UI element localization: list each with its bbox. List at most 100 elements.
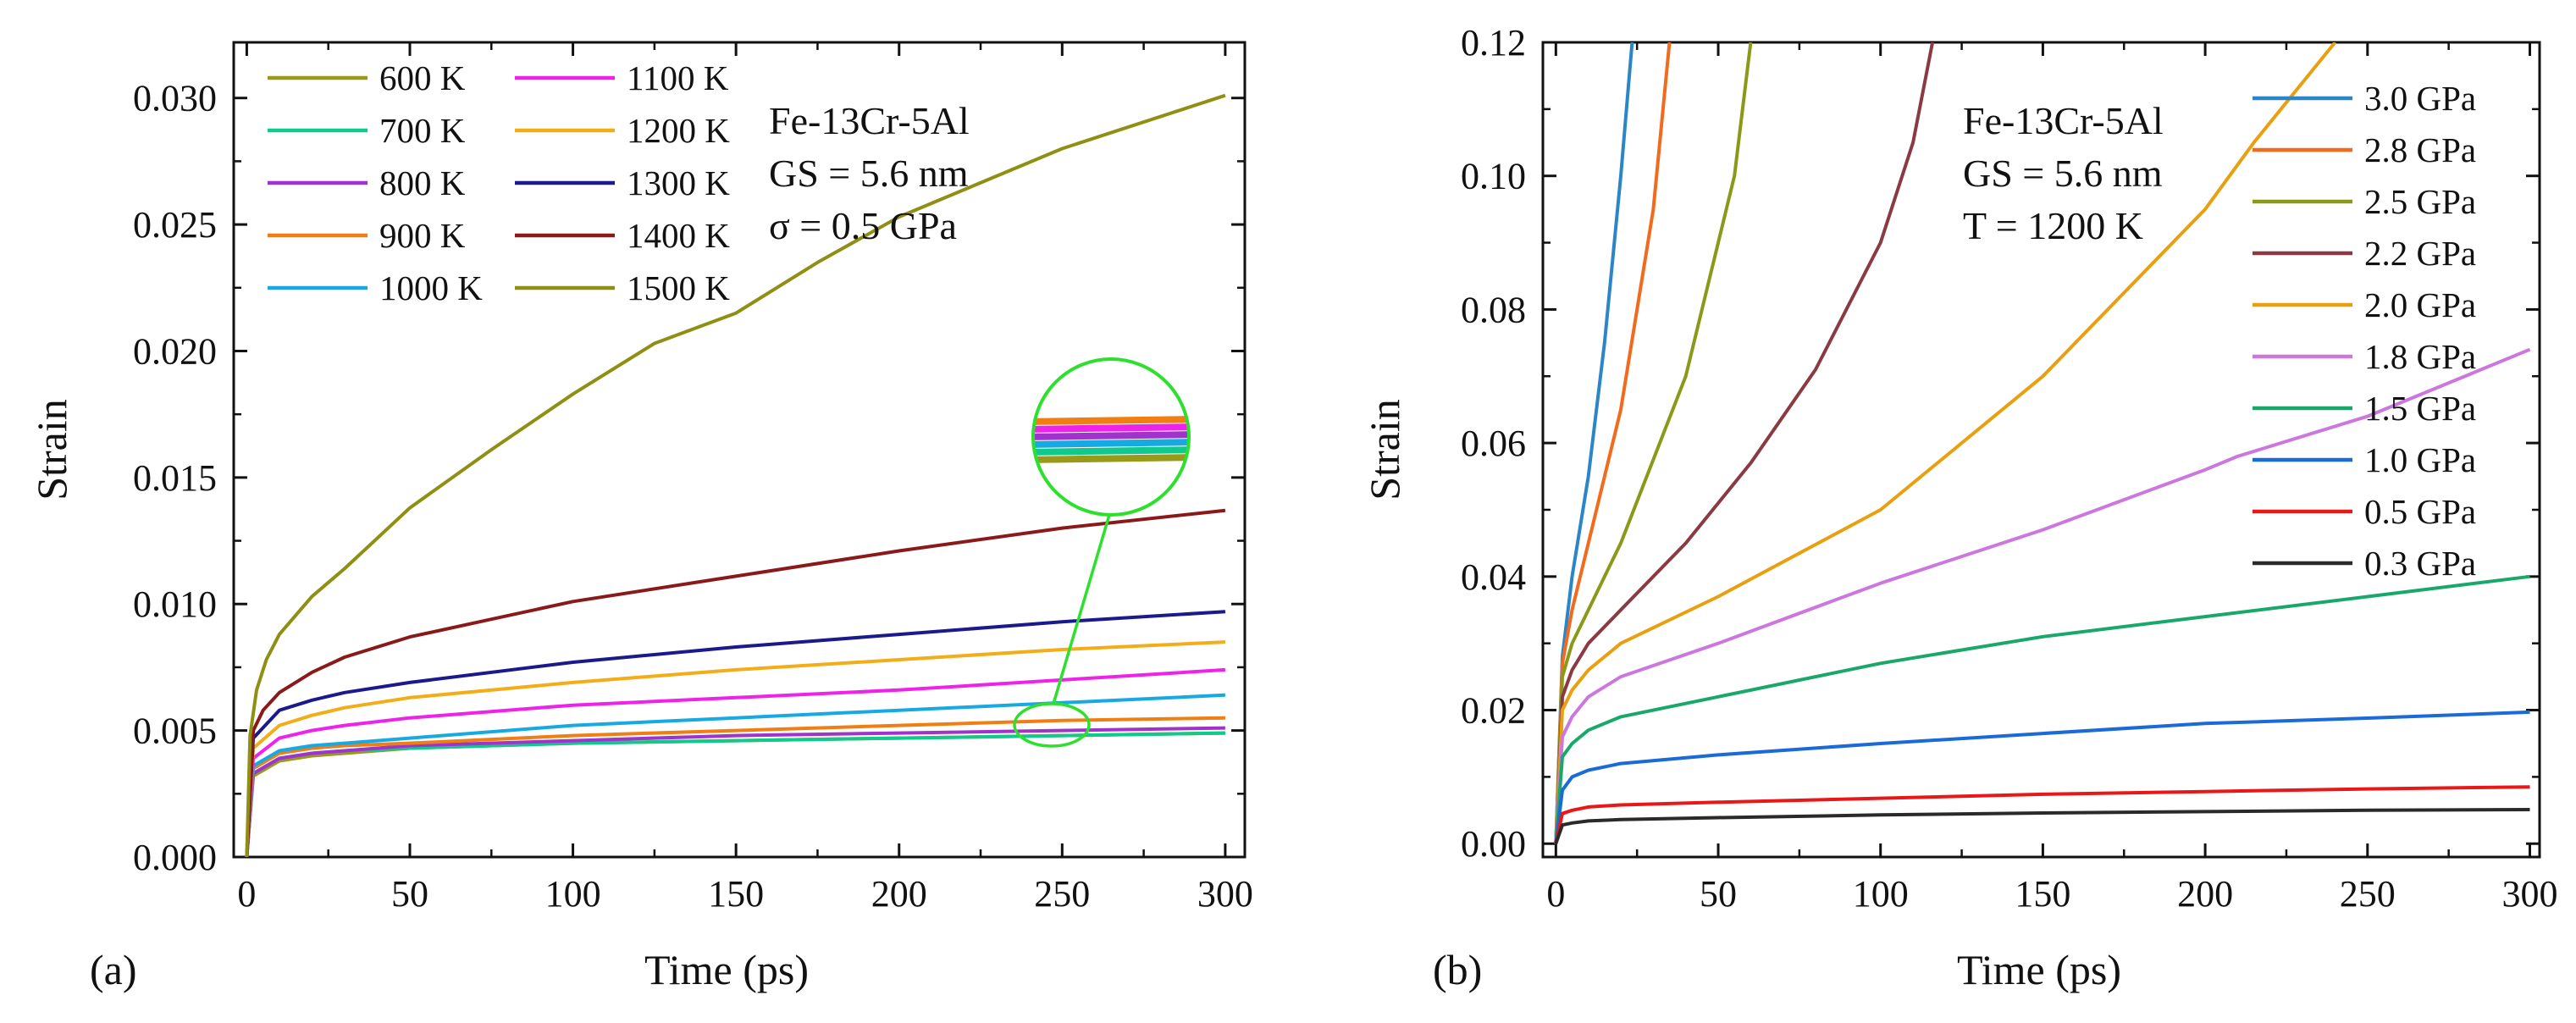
y-tick-label: 0.000	[133, 837, 217, 878]
legend-label: 1400 K	[627, 216, 730, 255]
legend-label: 1.5 GPa	[2364, 389, 2476, 428]
y-tick-label: 0.015	[133, 457, 217, 499]
series-line-1.5-GPa	[1554, 574, 2530, 844]
panel-a: 0 50 100 150 200 250 300 0.000 0.005 0.010 0.015 0.…	[28, 41, 1253, 993]
annotation-b: Fe-13Cr-5Al GS = 5.6 nm T = 1200 K	[1963, 99, 2164, 247]
series-line-2.5-GPa	[1554, 42, 1753, 844]
legend-label: 2.2 GPa	[2364, 234, 2476, 273]
series-line-0.3-GPa	[1554, 808, 2530, 844]
y-tick-label: 0.12	[1461, 22, 1526, 64]
annotation-a-line-1: Fe-13Cr-5Al	[769, 99, 970, 142]
y-tick-label: 0.10	[1461, 156, 1526, 197]
series-line-1400-K	[245, 508, 1226, 857]
zoom-strand	[1033, 416, 1189, 425]
x-tick-label: 0	[1546, 873, 1565, 915]
series-line-800-K	[245, 726, 1225, 857]
series-line-1300-K	[245, 610, 1226, 857]
series-line-1000-K	[245, 693, 1225, 857]
series-line-1.8-GPa	[1554, 347, 2531, 844]
legend-label: 800 K	[379, 163, 466, 202]
y-tick-label: 0.020	[133, 330, 217, 372]
panel-label-a: (a)	[90, 946, 137, 993]
x-axis-title-a: Time (ps)	[644, 946, 809, 993]
series-line-2.0-GPa	[1554, 42, 2337, 844]
x-tick-label: 250	[2340, 873, 2396, 915]
y-tick-label: 0.005	[133, 711, 217, 752]
axis-ticks-a: 0 50 100 150 200 250 300 0.000 0.005 0.010 0.015 0.…	[133, 42, 1253, 915]
legend-label: 0.3 GPa	[2364, 544, 2476, 583]
x-tick-label: 300	[2501, 873, 2557, 915]
legend-label: 1200 K	[627, 111, 730, 150]
series-line-1.0-GPa	[1554, 710, 2530, 844]
series-line-2.8-GPa	[1554, 42, 1672, 844]
zoom-circle	[1031, 357, 1191, 517]
legend-label: 2.5 GPa	[2364, 182, 2476, 221]
x-axis-title-b: Time (ps)	[1957, 946, 2121, 993]
legend-b: 3.0 GPa 2.8 GPa 2.5 GPa 2.2 GPa 2.0 GPa 1.8 G…	[2253, 79, 2476, 583]
legend-label: 1300 K	[627, 163, 730, 202]
x-tick-label: 150	[2015, 873, 2070, 915]
y-tick-label: 0.010	[133, 583, 217, 625]
x-tick-label: 250	[1034, 873, 1090, 915]
zoom-target-ellipse	[1013, 702, 1091, 748]
legend-label: 700 K	[379, 111, 466, 150]
zoom-inset	[1013, 357, 1191, 748]
zoom-strand	[1033, 431, 1189, 440]
annotation-a-line-2: GS = 5.6 nm	[769, 152, 969, 195]
legend-label: 0.5 GPa	[2364, 492, 2476, 531]
axis-ticks-b: 0 50 100 150 200 250 300 0.00 0.02 0.04 0.06 0.08 0.…	[1461, 22, 2557, 915]
x-tick-label: 0	[237, 873, 256, 915]
series-line-2.2-GPa	[1554, 42, 1935, 844]
y-tick-label: 0.04	[1461, 556, 1526, 598]
legend-label: 900 K	[379, 216, 466, 255]
zoom-connector	[1052, 514, 1111, 705]
legend-label: 1100 K	[627, 58, 729, 97]
annotation-a-line-3: σ = 0.5 GPa	[769, 204, 957, 247]
series-line-0.5-GPa	[1554, 785, 2530, 844]
x-tick-label: 100	[545, 873, 601, 915]
y-tick-label: 0.025	[133, 204, 217, 246]
legend-a: 600 K 700 K 800 K 900 K 1000 K 1100 K 1200 K 13…	[268, 58, 730, 307]
y-tick-label: 0.06	[1461, 423, 1526, 464]
x-tick-label: 50	[1700, 873, 1737, 915]
panel-b: 0 50 100 150 200 250 300 0.00 0.02 0.04 0.06 0.08 0.…	[1361, 22, 2557, 993]
legend-label: 1.0 GPa	[2364, 440, 2476, 479]
legend-label: 600 K	[379, 58, 466, 97]
plot-frame-b	[1541, 41, 2541, 859]
y-axis-title-a: Strain	[28, 399, 75, 500]
zoom-strand	[1033, 454, 1189, 463]
zoom-strand	[1033, 446, 1189, 456]
annotation-b-line-1: Fe-13Cr-5Al	[1963, 99, 2164, 142]
x-tick-label: 200	[871, 873, 927, 915]
annotation-b-line-2: GS = 5.6 nm	[1963, 152, 2163, 195]
series-line-1100-K	[245, 667, 1226, 857]
legend-label: 1.8 GPa	[2364, 337, 2476, 376]
series-line-1200-K	[245, 640, 1225, 857]
x-tick-label: 200	[2177, 873, 2233, 915]
y-tick-label: 0.030	[133, 78, 217, 119]
legend-label: 2.8 GPa	[2364, 130, 2476, 169]
legend-label: 3.0 GPa	[2364, 79, 2476, 118]
series-line-900-K	[245, 716, 1225, 857]
x-tick-label: 300	[1197, 873, 1253, 915]
zoom-strand	[1033, 423, 1189, 433]
zoom-strand	[1033, 439, 1189, 448]
y-tick-label: 0.02	[1461, 690, 1526, 732]
series-line-1500-K	[245, 93, 1226, 857]
zoom-lines	[1033, 416, 1189, 463]
legend-label: 1500 K	[627, 268, 730, 307]
series-lines-b	[1554, 42, 2531, 844]
legend-label: 1000 K	[379, 268, 483, 307]
x-tick-label: 150	[708, 873, 764, 915]
series-lines-a	[245, 93, 1226, 857]
y-tick-label: 0.00	[1461, 823, 1526, 865]
y-tick-label: 0.08	[1461, 289, 1526, 330]
x-tick-label: 50	[391, 873, 428, 915]
annotation-a: Fe-13Cr-5Al GS = 5.6 nm σ = 0.5 GPa	[769, 99, 970, 247]
legend-label: 2.0 GPa	[2364, 285, 2476, 324]
panel-label-b: (b)	[1433, 946, 1482, 993]
y-axis-title-b: Strain	[1361, 399, 1408, 500]
annotation-b-line-3: T = 1200 K	[1963, 204, 2143, 247]
x-tick-label: 100	[1853, 873, 1909, 915]
